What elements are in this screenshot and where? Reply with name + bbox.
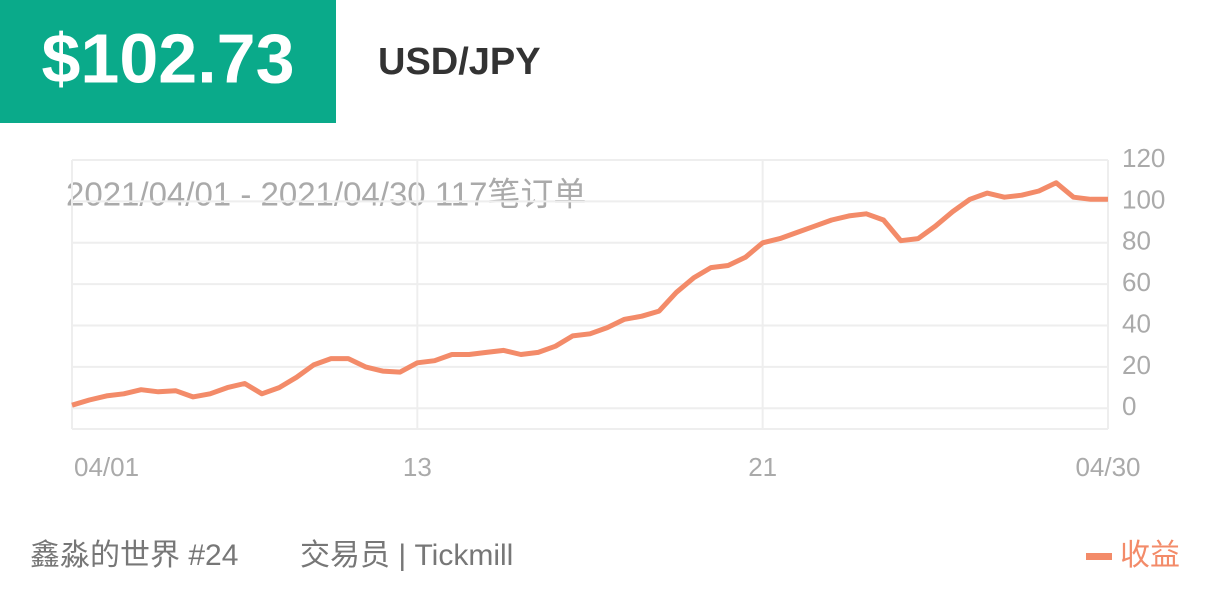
account: 鑫淼的世界 #24 (30, 539, 238, 572)
x-tick-label: 21 (748, 452, 777, 482)
y-tick-label: 100 (1122, 184, 1165, 214)
y-tick-label: 40 (1122, 308, 1151, 338)
price-box (0, 0, 336, 123)
y-tick-label: 80 (1122, 226, 1151, 256)
y-tick-label: 0 (1122, 391, 1136, 421)
y-tick-label: 120 (1122, 143, 1165, 173)
y-tick-label: 60 (1122, 267, 1151, 297)
price: $102.73 (41, 19, 294, 97)
x-tick-label: 04/01 (74, 452, 139, 482)
trader: 交易员 | Tickmill (300, 539, 513, 572)
symbol: USD/JPY (378, 41, 541, 83)
y-tick-label: 20 (1122, 350, 1151, 380)
subtitle: 2021/04/01 - 2021/04/30 117笔订单 (66, 176, 586, 213)
legend-swatch (1086, 553, 1112, 560)
x-tick-label: 04/30 (1075, 452, 1140, 482)
x-tick-label: 13 (403, 452, 432, 482)
line-series (71, 180, 1108, 408)
legend-label: 收益 (1120, 539, 1180, 572)
